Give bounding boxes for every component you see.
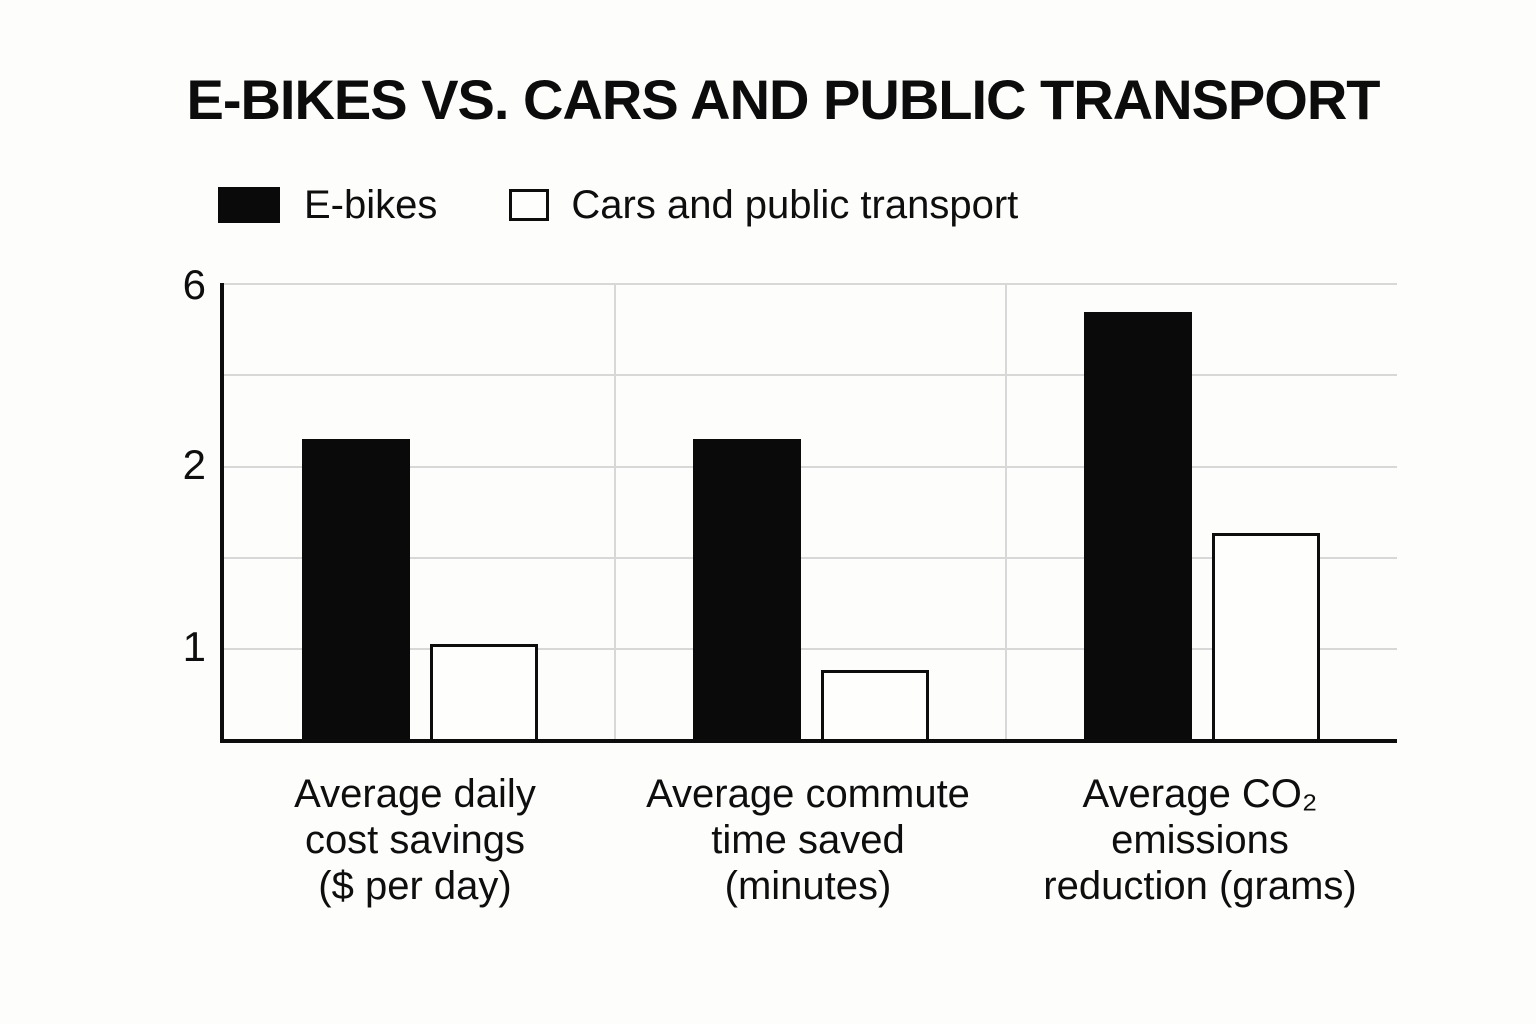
horizontal-gridline [224, 557, 1397, 559]
bar-ebikes-category-0 [302, 439, 410, 739]
legend-label-cars: Cars and public transport [571, 183, 1019, 227]
legend-label-ebikes: E-bikes [304, 183, 438, 227]
bar-ebikes-category-2 [1084, 312, 1192, 739]
horizontal-gridline [224, 283, 1397, 285]
category-label-line: ($ per day) [318, 864, 512, 908]
bar-ebikes-category-1 [693, 439, 801, 739]
vertical-gridline [614, 283, 616, 739]
category-label-line: reduction (grams) [1043, 864, 1357, 908]
legend-swatch-cars [509, 189, 550, 221]
vertical-gridline [1005, 283, 1007, 739]
legend: E-bikes Cars and public transport [218, 180, 1018, 230]
category-label-line: Average commute [646, 772, 970, 816]
category-label-line: (minutes) [724, 864, 892, 908]
category-label-line: emissions [1111, 818, 1289, 862]
category-label-line: time saved [711, 818, 905, 862]
y-tick-label-6: 6 [182, 261, 206, 308]
horizontal-gridline [224, 466, 1397, 468]
category-label-line: cost savings [304, 818, 526, 862]
category-label-commute-time: Average commute time saved (minutes) [608, 771, 1008, 909]
category-label-co2-emissions: Average CO₂ emissions reduction (grams) [1000, 771, 1400, 909]
category-label-cost-savings: Average daily cost savings ($ per day) [215, 771, 615, 909]
y-tick-label-2: 2 [182, 441, 206, 488]
bar-cars-category-2 [1212, 533, 1320, 739]
y-tick-label-1: 1 [182, 623, 206, 670]
legend-swatch-ebikes [218, 187, 280, 223]
horizontal-gridline [224, 648, 1397, 650]
category-label-line: Average CO₂ [1082, 772, 1318, 816]
plot-area [220, 283, 1397, 743]
bar-cars-category-1 [821, 670, 929, 739]
category-label-line: Average daily [294, 772, 536, 816]
horizontal-gridline [224, 374, 1397, 376]
chart-title: E-BIKES VS. CARS AND PUBLIC TRANSPORT [186, 68, 1380, 131]
bar-cars-category-0 [430, 644, 538, 739]
